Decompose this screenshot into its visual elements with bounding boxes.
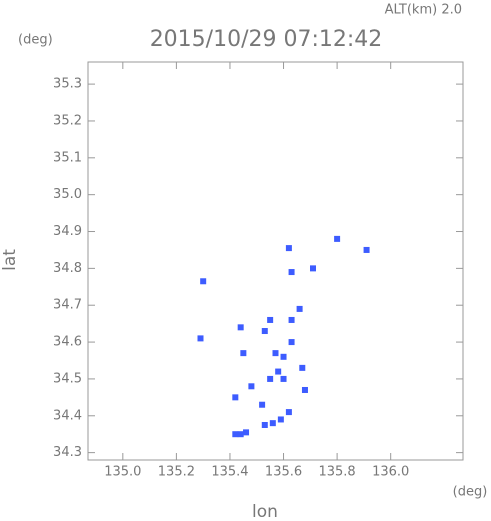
echo-point xyxy=(248,383,255,390)
echo-point xyxy=(277,416,284,423)
x-tick-label: 136.0 xyxy=(372,465,409,480)
x-tick-label: 135.4 xyxy=(211,465,248,480)
echo-point xyxy=(275,368,282,375)
y-tick-label: 35.0 xyxy=(53,187,82,202)
y-unit: (deg) xyxy=(18,33,53,48)
echo-point xyxy=(301,386,308,393)
echo-point xyxy=(261,328,268,335)
echo-point xyxy=(280,375,287,382)
x-tick-label: 135.8 xyxy=(318,465,355,480)
echo-point xyxy=(285,409,292,416)
echo-point xyxy=(269,420,276,427)
altitude-label: ALT(km) 2.0 xyxy=(385,3,462,18)
x-axis-label: lon xyxy=(252,502,278,521)
echo-point xyxy=(267,375,274,382)
y-tick-label: 35.2 xyxy=(53,113,82,128)
x-tick-label: 135.0 xyxy=(104,465,141,480)
y-axis-label: lat xyxy=(0,249,20,271)
plot-frame xyxy=(87,61,464,461)
y-tick-label: 34.4 xyxy=(53,408,82,423)
echo-point xyxy=(232,394,239,401)
echo-point xyxy=(288,269,295,276)
echo-point xyxy=(334,235,341,242)
y-tick-label: 34.9 xyxy=(53,224,82,239)
y-tick-label: 34.6 xyxy=(53,335,82,350)
x-tick-label: 135.2 xyxy=(158,465,195,480)
echo-point xyxy=(267,316,274,323)
y-tick-label: 35.1 xyxy=(53,150,82,165)
echo-point xyxy=(285,245,292,252)
echo-point xyxy=(280,353,287,360)
echo-point xyxy=(310,265,316,272)
y-tick-label: 35.3 xyxy=(53,77,82,92)
echo-point xyxy=(272,350,279,357)
y-tick-label: 34.5 xyxy=(53,371,82,386)
echo-point xyxy=(299,364,306,371)
echo-point xyxy=(259,401,266,408)
echo-point xyxy=(296,305,303,312)
echo-point xyxy=(237,431,244,438)
echo-point xyxy=(237,324,244,331)
y-tick-label: 34.3 xyxy=(53,445,82,460)
echo-point xyxy=(288,316,295,323)
x-unit: (deg) xyxy=(453,485,488,500)
y-tick-label: 34.8 xyxy=(53,261,82,276)
echo-point xyxy=(200,278,207,285)
echo-point xyxy=(243,429,250,436)
echo-point xyxy=(288,339,295,346)
echo-point xyxy=(363,246,370,253)
y-tick-label: 34.7 xyxy=(53,298,82,313)
chart-title: 2015/10/29 07:12:42 xyxy=(150,27,383,52)
echo-point xyxy=(197,335,204,342)
echo-point xyxy=(261,421,268,428)
x-tick-label: 135.6 xyxy=(265,465,302,480)
echo-point xyxy=(240,350,247,357)
echo-point xyxy=(232,431,239,438)
